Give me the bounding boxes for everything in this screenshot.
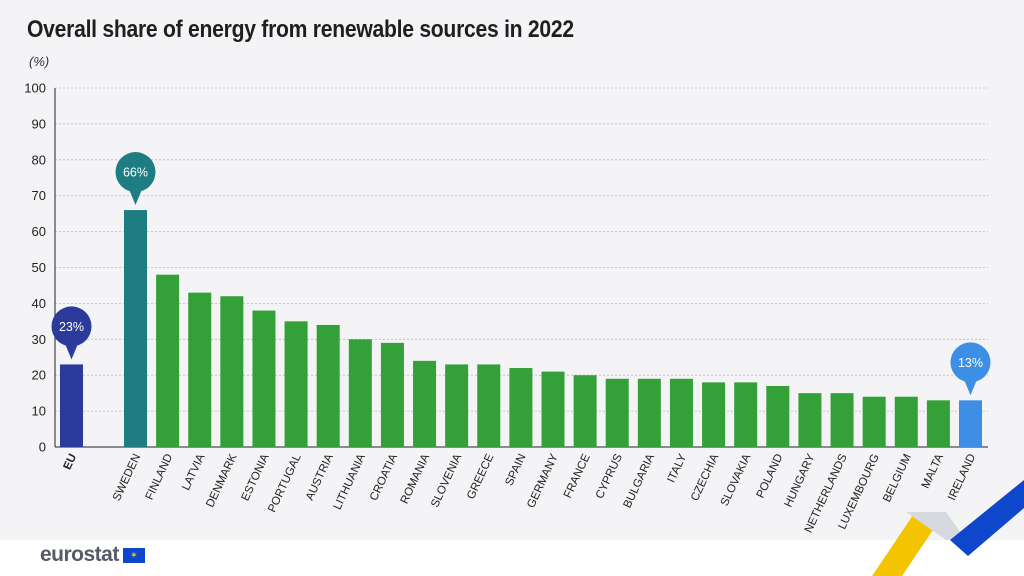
- corner-decoration: [872, 480, 1024, 576]
- y-tick-label: 70: [32, 188, 46, 203]
- bar-austria: [316, 324, 340, 447]
- bar-cyprus: [605, 378, 629, 447]
- bar-hungary: [798, 393, 822, 447]
- x-tick-label: FRANCE: [562, 452, 593, 500]
- callout-bubble: [51, 306, 92, 347]
- eurostat-logo: eurostat ✶: [40, 542, 145, 568]
- callout-pointer: [64, 342, 79, 360]
- x-tick-label: ITALY: [666, 452, 690, 485]
- bar-ireland: [959, 400, 982, 447]
- y-tick-label: 10: [32, 404, 46, 419]
- x-tick-label: CROATIA: [368, 452, 400, 503]
- callout-label: 66%: [123, 166, 148, 180]
- bar-portugal: [284, 321, 308, 447]
- x-tick-label: SPAIN: [503, 452, 528, 488]
- y-tick-label: 40: [32, 296, 46, 311]
- bar-latvia: [188, 292, 212, 447]
- bar-poland: [766, 385, 790, 447]
- eu-flag-icon: ✶: [122, 547, 145, 563]
- callout-label: 13%: [958, 356, 983, 370]
- bar-bulgaria: [637, 378, 661, 447]
- y-tick-label: 100: [24, 81, 46, 96]
- footer-band: [0, 540, 1024, 576]
- callout-bubble: [950, 342, 991, 383]
- x-tick-label: ESTONIA: [240, 452, 272, 503]
- bar-spain: [509, 368, 533, 447]
- bar-slovakia: [734, 382, 758, 447]
- x-tick-label: FINLAND: [144, 452, 176, 502]
- x-tick-label: LATVIA: [180, 452, 207, 493]
- callout-label: 23%: [59, 320, 84, 334]
- bar-romania: [413, 360, 437, 447]
- y-tick-label: 90: [32, 116, 46, 131]
- y-tick-label: 30: [32, 332, 46, 347]
- bar-eu: [60, 364, 83, 447]
- y-tick-label: 50: [32, 260, 46, 275]
- bar-sweden: [124, 210, 147, 447]
- x-tick-label: LITHUANIA: [332, 452, 368, 512]
- bar-italy: [669, 378, 693, 447]
- x-tick-label: SLOVAKIA: [719, 452, 754, 508]
- y-axis-unit-label: (%): [29, 54, 50, 69]
- callouts: 23% 66% 13%: [51, 152, 991, 396]
- x-tick-label: DENMARK: [204, 452, 239, 509]
- y-tick-label: 60: [32, 224, 46, 239]
- bar-greece: [477, 364, 501, 447]
- callout-pointer: [963, 378, 978, 396]
- bar-malta: [926, 400, 950, 447]
- callout-bubble: [115, 152, 156, 193]
- bar-estonia: [252, 310, 276, 447]
- decor-yellow-stripe: [872, 512, 945, 576]
- x-tick-label: PORTUGAL: [266, 452, 304, 515]
- bars: [60, 210, 982, 447]
- bar-germany: [541, 371, 565, 447]
- x-tick-label: HUNGARY: [783, 452, 818, 509]
- x-tick-label: BELGIUM: [881, 452, 914, 504]
- x-tick-label: MALTA: [920, 452, 946, 491]
- x-tick-label: CYPRUS: [594, 452, 625, 501]
- bar-lithuania: [348, 339, 372, 447]
- bar-czechia: [702, 382, 726, 447]
- y-tick-label: 20: [32, 368, 46, 383]
- x-tick-label: BULGARIA: [622, 452, 658, 510]
- x-tick-label: SWEDEN: [111, 452, 143, 503]
- logo-text: eurostat: [40, 543, 119, 566]
- x-tick-label: EU: [62, 452, 80, 472]
- decor-blue-stripe: [950, 480, 1024, 556]
- plot-background: [0, 0, 1024, 540]
- x-tick-label: SLOVENIA: [429, 452, 464, 510]
- bar-slovenia: [445, 364, 469, 447]
- bar-luxembourg: [862, 396, 886, 447]
- x-tick-label: ROMANIA: [399, 452, 433, 506]
- grid-lines: [54, 87, 988, 448]
- bar-finland: [156, 274, 180, 447]
- y-tick-label: 80: [32, 152, 46, 167]
- x-tick-label: CZECHIA: [689, 452, 721, 503]
- x-tick-label: POLAND: [755, 452, 786, 500]
- y-tick-label: 0: [39, 440, 46, 455]
- chart-title: Overall share of energy from renewable s…: [27, 16, 574, 43]
- decor-grey-stripe: [906, 512, 966, 540]
- callout-pointer: [128, 188, 143, 206]
- bar-netherlands: [830, 393, 854, 447]
- x-tick-label: AUSTRIA: [304, 452, 336, 503]
- x-tick-label: IRELAND: [946, 452, 978, 502]
- x-tick-label: GREECE: [465, 452, 497, 501]
- bar-belgium: [894, 396, 918, 447]
- x-tick-label: GERMANY: [525, 452, 561, 510]
- bar-denmark: [220, 296, 244, 447]
- bar-croatia: [380, 342, 404, 447]
- y-axis-ticks: 0 10 20 30 40 50 60 70 80 90 100: [24, 81, 46, 455]
- bar-france: [573, 375, 597, 447]
